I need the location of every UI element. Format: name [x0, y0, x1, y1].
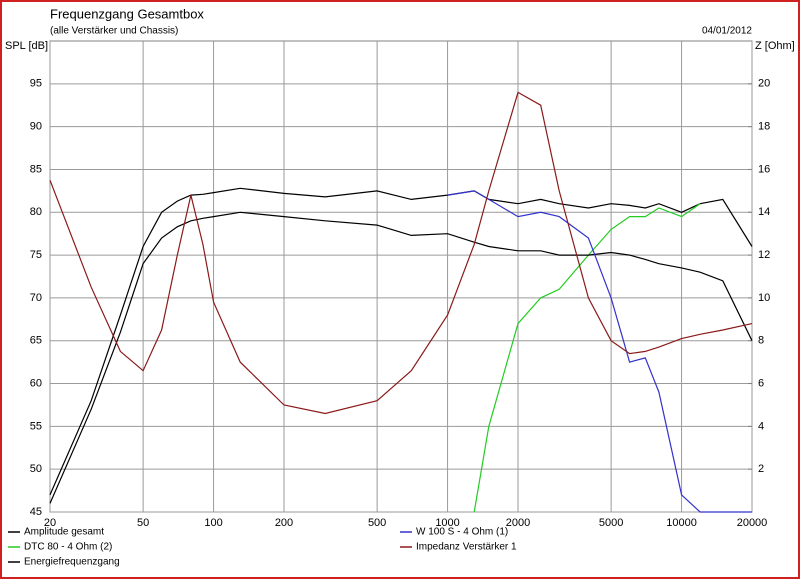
- y2-tick-label: 12: [758, 249, 770, 261]
- x-tick-label: 10000: [666, 517, 697, 529]
- y-tick-label: 75: [30, 249, 42, 261]
- x-tick-label: 1000: [435, 517, 459, 529]
- series-line: [447, 190, 752, 513]
- y2-tick-label: 8: [758, 335, 764, 347]
- x-tick-label: 50: [137, 517, 149, 529]
- chart-title: Frequenzgang Gesamtbox: [50, 6, 204, 21]
- y-tick-label: 65: [30, 335, 42, 347]
- y-tick-label: 45: [30, 506, 42, 518]
- y2-tick-label: 2: [758, 463, 764, 475]
- y-tick-label: 90: [30, 121, 42, 133]
- y-tick-label: 80: [30, 206, 42, 218]
- legend-label: Energiefrequenzgang: [24, 557, 120, 568]
- y2-tick-label: 16: [758, 163, 770, 175]
- y2-tick-label: 6: [758, 377, 764, 389]
- x-tick-label: 20: [44, 517, 56, 529]
- series-line: [49, 211, 753, 504]
- y2-tick-label: 10: [758, 292, 770, 304]
- y2-tick-label: 4: [758, 420, 764, 432]
- x-tick-label: 5000: [599, 517, 623, 529]
- y-tick-label: 85: [30, 163, 42, 175]
- y-tick-label: 70: [30, 292, 42, 304]
- legend-label: DTC 80 - 4 Ohm (2): [24, 542, 112, 553]
- x-tick-label: 20000: [737, 517, 768, 529]
- y-tick-label: 60: [30, 377, 42, 389]
- y-tick-label: 55: [30, 420, 42, 432]
- legend-label: Amplitude gesamt: [24, 527, 104, 538]
- series-line: [49, 91, 753, 415]
- chart-date: 04/01/2012: [702, 26, 752, 37]
- y-axis-label: SPL [dB]: [5, 40, 48, 52]
- y2-tick-label: 20: [758, 78, 770, 90]
- y2-axis-label: Z [Ohm]: [755, 40, 795, 52]
- series-line: [473, 203, 701, 513]
- y2-tick-label: 14: [758, 206, 770, 218]
- y-tick-label: 50: [30, 463, 42, 475]
- chart-subtitle: (alle Verstärker und Chassis): [50, 26, 178, 37]
- x-tick-label: 500: [368, 517, 386, 529]
- x-tick-label: 2000: [506, 517, 530, 529]
- legend-label: W 100 S - 4 Ohm (1): [416, 527, 508, 538]
- x-tick-label: 100: [204, 517, 222, 529]
- plot-area: [49, 40, 753, 513]
- x-tick-label: 200: [275, 517, 293, 529]
- legend-label: Impedanz Verstärker 1: [416, 542, 517, 553]
- y2-tick-label: 18: [758, 121, 770, 133]
- y-tick-label: 95: [30, 78, 42, 90]
